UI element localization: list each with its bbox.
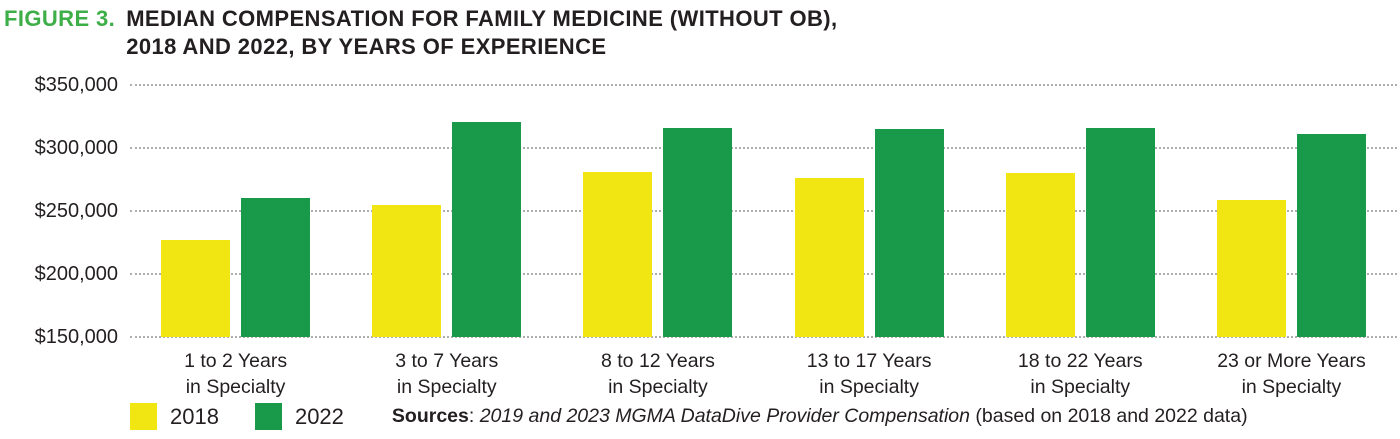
gridline-150000 [130,336,1397,338]
bar-group-5 [975,85,1186,337]
figure-title: MEDIAN COMPENSATION FOR FAMILY MEDICINE … [126,5,837,61]
bar-2018-group-1 [161,239,231,337]
x-tick-label-5: 18 to 22 Years in Specialty [1017,350,1143,398]
x-tick-label-3: 8 to 12 Years in Specialty [601,350,715,398]
y-tick-label-350000: $350,000 [34,74,118,96]
bar-2022-group-6 [1296,134,1366,337]
gridline-300000 [130,147,1397,149]
bar-group-3 [552,85,763,337]
source-suffix: (based on 2018 and 2022 data) [970,405,1248,427]
bar-2022-group-5 [1085,127,1155,337]
y-tick-label-250000: $250,000 [34,200,118,222]
bar-group-6 [1186,85,1397,337]
legend-label-2018: 2018 [170,403,219,429]
x-tick-label-4: 13 to 17 Years in Specialty [806,350,932,398]
source-separator: : [468,405,480,427]
legend: 2018 2022 [130,403,344,430]
gridline-200000 [130,273,1397,275]
bar-2018-group-2 [372,204,442,337]
legend-swatch-2022 [254,403,282,430]
footer-row: 2018 2022 Sources: 2019 and 2023 MGMA Da… [130,403,1400,430]
plot-area [130,84,1397,338]
source-text: Sources: 2019 and 2023 MGMA DataDive Pro… [392,405,1248,428]
source-citation: 2019 and 2023 MGMA DataDive Provider Com… [479,405,970,427]
bar-group-2 [341,85,552,337]
figure-title-line1: MEDIAN COMPENSATION FOR FAMILY MEDICINE … [126,6,838,31]
legend-swatch-2018 [130,403,157,430]
bar-2018-group-6 [1216,199,1286,337]
bar-2018-group-4 [794,178,864,337]
bar-2022-group-3 [663,127,733,337]
x-axis-labels: 1 to 2 Years in Specialty 3 to 7 Years in S… [130,348,1397,400]
y-tick-label-200000: $200,000 [34,263,118,285]
gridline-250000 [130,210,1397,212]
bar-2022-group-1 [241,198,311,337]
bar-group-4 [764,85,975,337]
legend-entry-2018: 2018 [130,403,219,430]
x-tick-label-1: 1 to 2 Years in Specialty [184,350,288,398]
bar-group-1 [130,85,341,337]
bar-2018-group-5 [1005,173,1075,337]
legend-label-2022: 2022 [294,403,344,429]
y-tick-label-150000: $150,000 [34,326,118,348]
figure-label: FIGURE 3. [4,6,116,31]
bar-2018-group-3 [583,171,653,337]
x-tick-label-6: 23 or More Years in Specialty [1217,350,1366,398]
x-tick-label-2: 3 to 7 Years in Specialty [395,350,499,398]
bar-groups [130,85,1397,337]
y-axis-labels: $350,000 $300,000 $250,000 $200,000 $150,000 [0,74,118,348]
source-label: Sources [391,405,469,427]
legend-entry-2022: 2022 [254,403,344,430]
bar-2022-group-2 [452,121,522,337]
bar-2022-group-4 [874,129,944,337]
figure-title-line2: 2018 AND 2022, BY YEARS OF EXPERIENCE [126,34,607,59]
figure-title-block: FIGURE 3. MEDIAN COMPENSATION FOR FAMILY… [4,5,838,61]
gridline-350000 [130,84,1397,86]
y-tick-label-300000: $300,000 [34,137,118,159]
